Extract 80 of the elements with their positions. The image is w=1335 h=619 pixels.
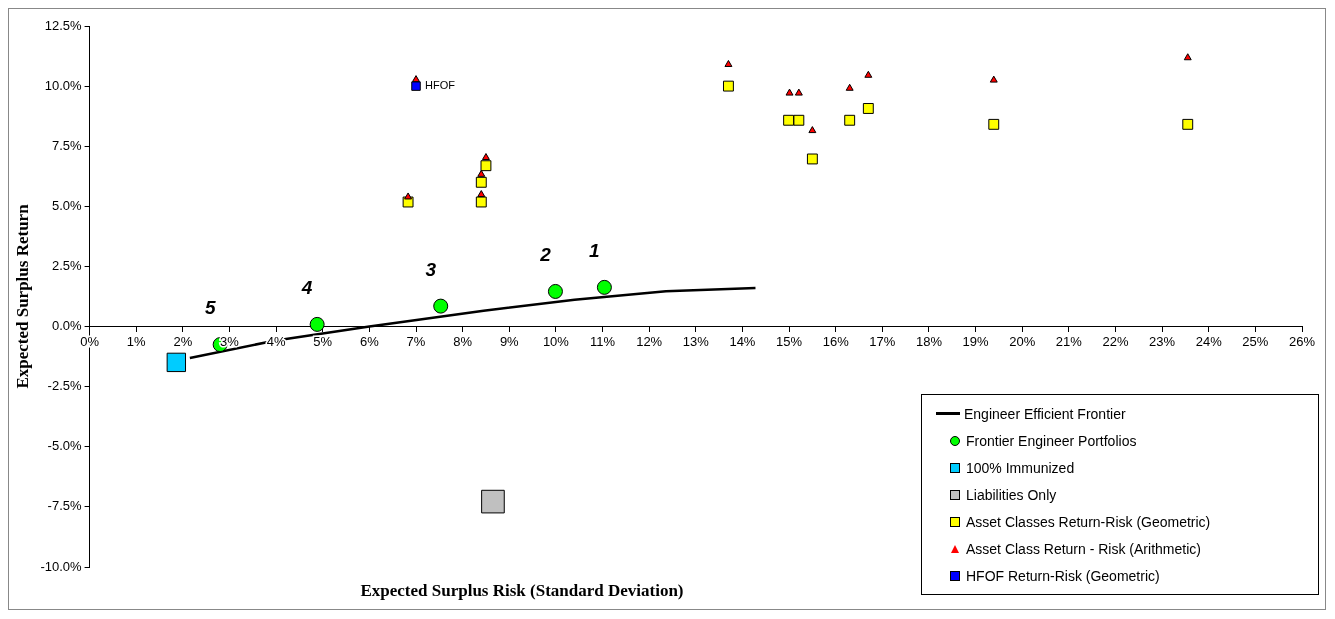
y-tick-label: 2.5% [51,258,83,274]
point [783,114,795,126]
point [404,192,413,200]
point [547,283,563,299]
legend-label: 100% Immunized [966,459,1075,476]
point [480,160,492,172]
annotation: HFOF [425,79,456,92]
point [411,81,421,91]
y-tick-label: -10.0% [40,558,83,574]
point [1183,53,1192,61]
annotation: 5 [204,297,216,319]
point [475,196,487,208]
point [481,153,490,161]
point [794,88,803,96]
point [785,88,794,96]
point [1182,118,1194,130]
point [844,114,856,126]
x-tick-label: 8% [453,333,473,349]
x-tick-label: 19% [962,333,990,349]
point [596,279,612,295]
annotation: 2 [539,244,552,266]
point [412,75,420,83]
point [433,298,449,314]
annotation: 3 [425,258,437,280]
point [477,169,486,177]
point [845,83,854,91]
x-tick-label: 2% [173,333,193,349]
x-tick-label: 6% [359,333,380,349]
point [808,126,817,134]
x-tick-label: 7% [406,333,426,349]
point [477,190,486,198]
x-tick-label: 5% [313,333,333,349]
x-tick-label: 23% [1149,333,1176,349]
x-tick-label: 22% [1102,333,1129,349]
point [722,80,734,92]
point [806,153,818,165]
y-tick-label: -2.5% [47,378,83,394]
point [309,316,325,332]
point [481,489,505,514]
x-tick-label: 10% [542,333,570,349]
x-tick-label: 1% [126,333,147,349]
x-tick-label: 21% [1055,333,1083,349]
legend-label: HFOF Return-Risk (Geometric) [966,567,1160,584]
point [864,70,873,78]
x-tick-label: 15% [776,333,803,349]
annotation: 4 [300,277,313,299]
x-tick-label: 16% [822,333,850,349]
point [989,75,998,83]
point [724,59,733,67]
legend-label: Frontier Engineer Portfolios [966,432,1137,449]
x-axis-title: Expected Surplus Risk (Standard Deviation) [359,581,685,601]
annotation: 1 [589,240,600,262]
legend-label: Engineer Efficient Frontier [964,405,1126,422]
x-tick-label: 18% [915,333,943,349]
point [793,114,805,126]
point [166,352,187,373]
legend-label: Asset Class Return - Risk (Arithmetic) [966,540,1201,557]
x-tick-label: 12% [636,333,663,349]
x-tick-label: 9% [499,333,520,349]
y-tick-label: 0.0% [51,318,83,334]
y-axis-title: Expected Surplus Return [12,203,32,389]
x-tick-label: 26% [1288,333,1316,349]
legend-label: Asset Classes Return-Risk (Geometric) [966,513,1211,530]
point [475,176,487,188]
x-tick-label: 17% [869,333,896,349]
x-tick-label: 24% [1195,333,1223,349]
x-tick-label: 14% [729,333,756,349]
x-tick-label: 25% [1242,333,1269,349]
y-tick-label: 12.5% [44,17,83,33]
y-tick-label: -5.0% [47,438,83,454]
y-tick-label: 7.5% [51,137,83,153]
point [862,103,874,114]
y-tick-label: 10.0% [44,77,83,93]
y-tick-label: 5.0% [51,197,83,213]
legend-label: Liabilities Only [966,486,1057,503]
x-tick-label: 20% [1009,333,1036,349]
point [988,118,1000,130]
x-tick-label: 13% [682,333,710,349]
y-tick-label: -7.5% [47,498,83,514]
x-tick-label: 11% [590,333,616,349]
